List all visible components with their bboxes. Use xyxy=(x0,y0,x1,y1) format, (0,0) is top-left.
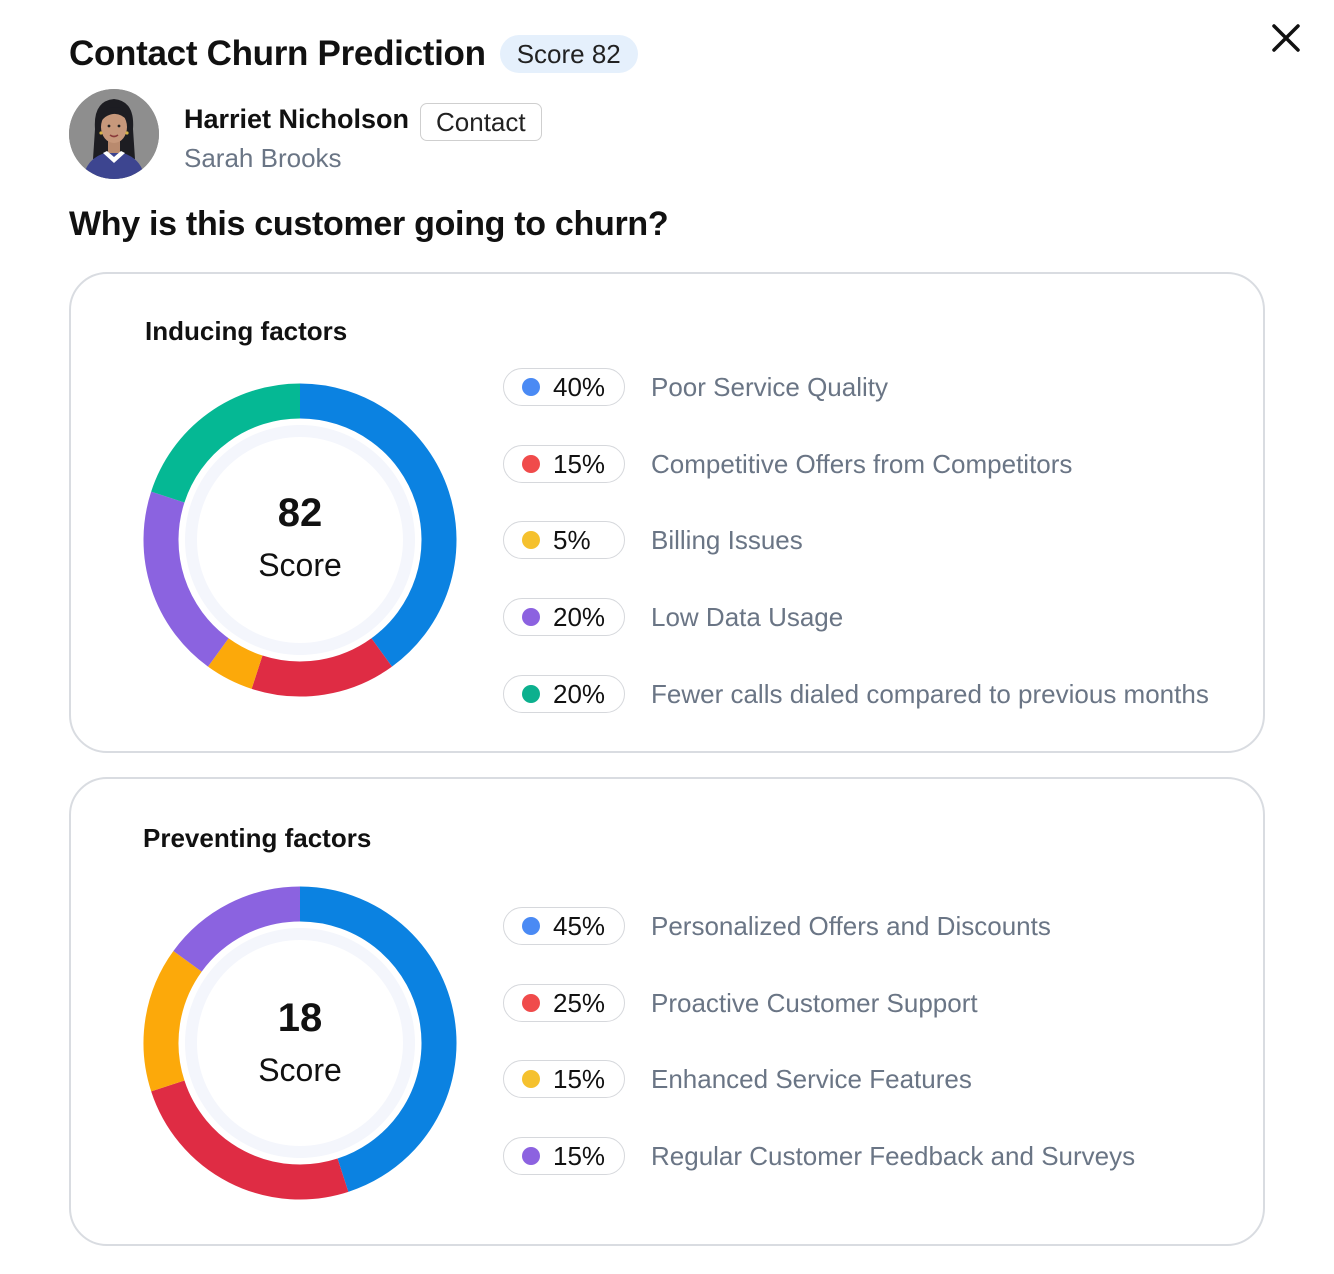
percent-value: 20% xyxy=(553,678,606,709)
factor-label: Competitive Offers from Competitors xyxy=(651,448,1073,479)
factor-label: Enhanced Service Features xyxy=(651,1063,972,1094)
legend-dot xyxy=(522,685,540,703)
close-button[interactable] xyxy=(1266,18,1306,58)
legend-item: 40% Poor Service Quality xyxy=(503,368,888,406)
percent-pill: 15% xyxy=(503,1137,625,1175)
percent-value: 45% xyxy=(553,910,606,941)
contact-type-tag: Contact xyxy=(420,103,542,141)
owner-name: Sarah Brooks xyxy=(184,143,342,173)
factor-label: Personalized Offers and Discounts xyxy=(651,910,1051,941)
legend-item: 15% Regular Customer Feedback and Survey… xyxy=(503,1137,1135,1175)
donut-segments xyxy=(143,383,457,697)
preventing-factors-title: Preventing factors xyxy=(143,823,372,853)
legend-dot xyxy=(522,608,540,626)
percent-pill: 5% xyxy=(503,521,625,559)
inducing-donut-chart: 82 Score xyxy=(143,383,457,697)
legend-item: 45% Personalized Offers and Discounts xyxy=(503,907,1051,945)
donut-center xyxy=(197,437,403,643)
donut-segment-1[interactable] xyxy=(299,886,457,1192)
percent-pill: 40% xyxy=(503,368,625,406)
percent-value: 40% xyxy=(553,371,606,402)
legend-item: 15% Enhanced Service Features xyxy=(503,1060,972,1098)
legend-dot xyxy=(522,455,540,473)
factor-label: Proactive Customer Support xyxy=(651,987,978,1018)
percent-pill: 15% xyxy=(503,1060,625,1098)
preventing-factors-card: Preventing factors 18 Score 45% Personal… xyxy=(69,777,1265,1246)
percent-pill: 45% xyxy=(503,907,625,945)
legend-item: 25% Proactive Customer Support xyxy=(503,984,978,1022)
churn-question-heading: Why is this customer going to churn? xyxy=(69,205,669,243)
percent-pill: 25% xyxy=(503,984,625,1022)
contact-name[interactable]: Harriet Nicholson xyxy=(184,104,410,134)
preventing-donut-chart: 18 Score xyxy=(143,886,457,1200)
donut-center xyxy=(197,940,403,1146)
donut-center-score: 82 xyxy=(278,491,323,535)
factor-label: Low Data Usage xyxy=(651,601,844,632)
inducing-factors-title: Inducing factors xyxy=(145,316,348,346)
donut-segment-4[interactable] xyxy=(173,886,301,972)
avatar-illustration-icon xyxy=(69,89,159,179)
percent-pill: 20% xyxy=(503,675,625,713)
legend-item: 20% Low Data Usage xyxy=(503,598,843,636)
page-title: Contact Churn Prediction xyxy=(69,34,486,73)
percent-value: 15% xyxy=(553,1140,606,1171)
score-badge: Score 82 xyxy=(499,35,638,73)
percent-value: 20% xyxy=(553,601,606,632)
donut-segment-3[interactable] xyxy=(208,638,263,689)
percent-value: 15% xyxy=(553,1063,606,1094)
percent-value: 15% xyxy=(553,448,606,479)
donut-center-score: 18 xyxy=(278,996,323,1040)
title-row: Contact Churn Prediction Score 82 xyxy=(69,32,638,76)
donut-segment-3[interactable] xyxy=(143,951,202,1092)
legend-item: 15% Competitive Offers from Competitors xyxy=(503,445,1072,483)
close-icon xyxy=(1272,24,1300,52)
legend-dot xyxy=(522,1070,540,1088)
percent-pill: 20% xyxy=(503,598,625,636)
donut-center-label: Score xyxy=(258,1052,342,1088)
donut-segment-2[interactable] xyxy=(251,638,392,697)
donut-segment-4[interactable] xyxy=(143,491,229,667)
legend-dot xyxy=(522,994,540,1012)
factor-label: Billing Issues xyxy=(651,524,803,555)
percent-pill: 15% xyxy=(503,445,625,483)
inducing-factors-card: Inducing factors 82 Score 40% Poor Servi… xyxy=(69,272,1265,753)
donut-segment-1[interactable] xyxy=(299,383,457,667)
legend-dot xyxy=(522,1147,540,1165)
factor-label: Poor Service Quality xyxy=(651,371,888,402)
percent-value: 5% xyxy=(553,524,591,555)
legend-item: 5% Billing Issues xyxy=(503,521,803,559)
legend-dot xyxy=(522,531,540,549)
percent-value: 25% xyxy=(553,987,606,1018)
legend-dot xyxy=(522,378,540,396)
donut-segment-2[interactable] xyxy=(151,1080,349,1200)
legend-dot xyxy=(522,917,540,935)
donut-segment-5[interactable] xyxy=(151,383,301,503)
avatar xyxy=(69,89,159,179)
factor-label: Fewer calls dialed compared to previous … xyxy=(651,678,1209,709)
factor-label: Regular Customer Feedback and Surveys xyxy=(651,1140,1136,1171)
donut-center-label: Score xyxy=(258,547,342,583)
donut-segments xyxy=(143,886,457,1200)
legend-item: 20% Fewer calls dialed compared to previ… xyxy=(503,675,1209,713)
